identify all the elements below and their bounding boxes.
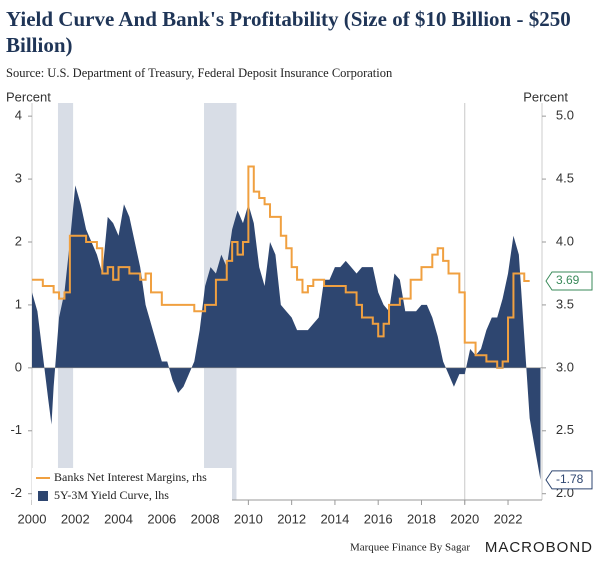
y-axis-label: Percent	[6, 89, 51, 104]
y2-tick-label: 3.5	[556, 296, 574, 311]
end-label-box	[545, 271, 593, 291]
nim-line	[32, 165, 530, 369]
legend-label: Banks Net Interest Margins, rhs	[54, 470, 207, 484]
chart-title: Yield Curve And Bank's Profitability (Si…	[6, 7, 571, 57]
x-tick-label: 2006	[147, 511, 176, 526]
footer: Marquee Finance By Sagar	[350, 542, 470, 554]
x-tick-label: 2020	[450, 511, 479, 526]
legend-box	[32, 468, 232, 508]
y-tick-label: 2	[15, 233, 22, 248]
x-tick-label: 2000	[18, 511, 47, 526]
y2-tick-label: 3.0	[556, 359, 574, 374]
y2-tick-label: 4.0	[556, 233, 574, 248]
x-tick-label: 2018	[407, 511, 436, 526]
y2-tick-label: 4.5	[556, 171, 574, 186]
x-tick-label: 2002	[61, 511, 90, 526]
y-tick-label: -1	[10, 422, 22, 437]
y2-tick-label: 5.0	[556, 108, 574, 123]
legend-label: 5Y-3M Yield Curve, lhs	[54, 488, 169, 502]
end-label: -1.78	[556, 472, 584, 486]
end-label: 3.69	[556, 273, 580, 287]
y2-tick-label: 2.5	[556, 422, 574, 437]
x-tick-label: 2022	[494, 511, 523, 526]
yield-curve-area	[32, 185, 541, 480]
end-label-box	[545, 470, 593, 490]
x-tick-label: 2008	[191, 511, 220, 526]
y2-axis-label: Percent	[523, 89, 568, 104]
chart-subtitle: Source: U.S. Department of Treasury, Fed…	[6, 66, 393, 80]
y-tick-label: 3	[15, 171, 22, 186]
y-tick-label: 0	[15, 359, 22, 374]
x-tick-label: 2014	[320, 511, 349, 526]
x-tick-label: 2010	[234, 511, 263, 526]
x-tick-label: 2004	[104, 511, 133, 526]
y-tick-label: -2	[10, 485, 22, 500]
x-tick-label: 2012	[277, 511, 306, 526]
brand: MACROBOND	[485, 539, 593, 556]
legend-swatch	[38, 491, 48, 501]
y-tick-label: 4	[15, 108, 22, 123]
x-tick-label: 2016	[364, 511, 393, 526]
y-tick-label: 1	[15, 296, 22, 311]
legend: Banks Net Interest Margins, rhs 5Y-3M Yie…	[32, 468, 232, 508]
